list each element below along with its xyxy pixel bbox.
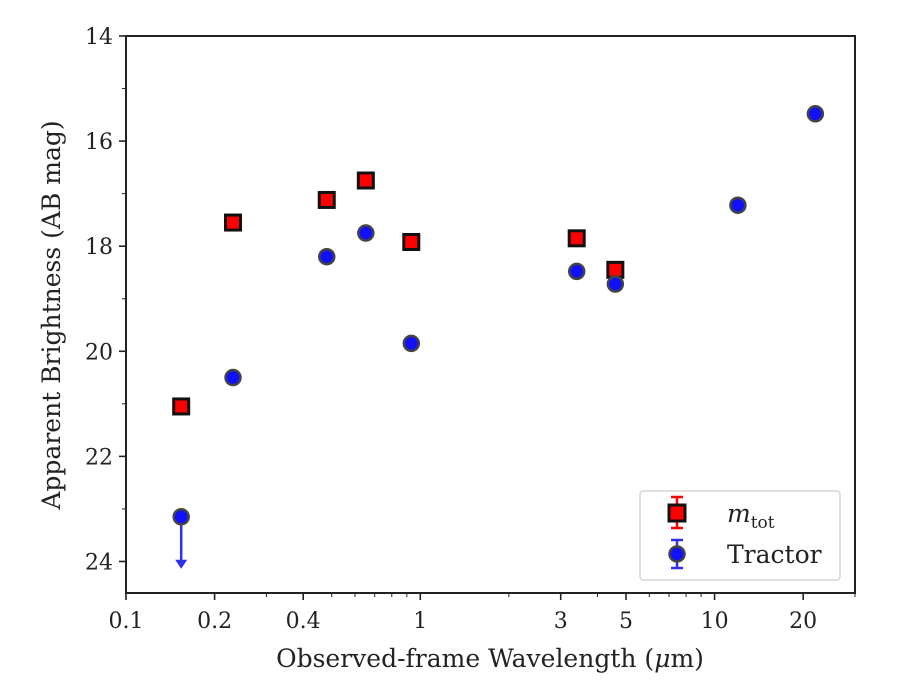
tractor-point <box>729 196 747 214</box>
tractor-point <box>806 105 825 123</box>
y-tick-label: 24 <box>85 550 113 575</box>
ticks-layer: 14 16 18 20 22 24 0.1 0.2 0.4 1 3 5 10 20 <box>85 25 856 634</box>
x-axis-label-mu: μ <box>654 644 670 673</box>
tractor-point <box>357 224 375 242</box>
x-tick-label: 5 <box>619 609 633 634</box>
tractor-point <box>172 508 190 526</box>
x-tick-label: 0.2 <box>197 609 232 634</box>
tractor-point <box>224 368 242 387</box>
tractor-point <box>567 262 586 281</box>
legend-marker-tractor <box>668 538 686 570</box>
x-axis-label: Observed-frame Wavelength (μm) <box>276 644 704 673</box>
x-tick-label: 20 <box>789 609 817 634</box>
legend-label-mtot: mtot <box>727 499 775 533</box>
x-tick-label: 0.4 <box>286 609 321 634</box>
legend-marker-mtot <box>667 495 687 530</box>
y-tick-label: 14 <box>85 25 113 50</box>
mtot-point <box>567 229 586 248</box>
plot-frame <box>125 35 856 594</box>
tractor-point <box>402 334 421 353</box>
legend: mtot Tractor <box>639 490 841 581</box>
y-tick-label: 20 <box>85 340 113 365</box>
x-tick-label: 10 <box>701 609 729 634</box>
legend-label-mtot-sub: tot <box>751 513 775 533</box>
mtot-point <box>172 397 191 416</box>
mtot-point <box>606 260 625 279</box>
y-axis-label: Apparent Brightness (AB mag) <box>37 120 66 510</box>
x-axis-label-suffix: m) <box>670 644 703 673</box>
mtot-point <box>317 190 336 209</box>
tractor-point <box>318 247 336 266</box>
marks-layer <box>172 105 825 569</box>
legend-label-mtot-main: m <box>727 499 751 528</box>
x-axis-label-prefix: Observed-frame Wavelength ( <box>276 644 654 673</box>
mtot-point <box>402 232 421 251</box>
plot-area <box>125 35 856 594</box>
legend-label-tractor: Tractor <box>727 540 822 569</box>
y-tick-label: 16 <box>85 130 113 155</box>
x-tick-label: 1 <box>413 609 427 634</box>
x-tick-label: 0.1 <box>109 609 144 634</box>
y-tick-label: 22 <box>85 445 113 470</box>
legend-box <box>639 490 841 581</box>
mtot-point <box>356 171 375 190</box>
mtot-point <box>224 213 243 232</box>
x-tick-label: 3 <box>554 609 568 634</box>
y-tick-label: 18 <box>85 235 113 260</box>
tractor-point <box>606 275 625 293</box>
upper-limit-arrow-head <box>175 559 188 569</box>
